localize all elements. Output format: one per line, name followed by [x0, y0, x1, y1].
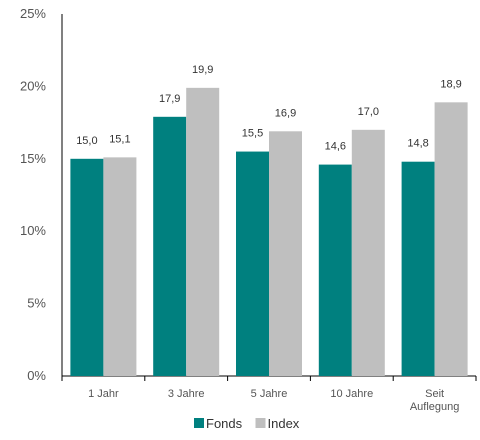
- bar-index: [103, 157, 137, 376]
- data-label: 17,0: [358, 106, 379, 118]
- data-label: 16,9: [275, 107, 296, 119]
- y-tick-label: 15%: [20, 151, 46, 166]
- bar-index: [269, 131, 302, 376]
- x-tick-label: 5 Jahre: [251, 388, 288, 400]
- data-label: 15,5: [242, 128, 263, 140]
- y-tick-label: 5%: [27, 296, 46, 311]
- data-label: 14,6: [325, 141, 346, 153]
- x-axis: 1 Jahr 3 Jahre 5 Jahre 10 Jahre SeitAuflegun…: [61, 375, 477, 413]
- data-labels: 15,0 17,9 15,5 14,6 14,8 15,1 19,9 16,9 17,0 18,9: [76, 64, 462, 153]
- x-tick-label: Seit: [425, 388, 444, 400]
- bar-fonds: [70, 158, 104, 376]
- bar-fonds: [153, 116, 187, 377]
- bar-index: [351, 129, 385, 376]
- data-label: 18,9: [440, 78, 461, 90]
- bar-index: [186, 87, 220, 377]
- bar-fonds: [401, 161, 435, 376]
- bar-fonds: [236, 151, 269, 376]
- x-tick-label: Auflegung: [410, 401, 460, 413]
- bar-fonds: [318, 164, 352, 376]
- legend-swatch-index: [255, 418, 266, 428]
- data-label: 19,9: [192, 64, 213, 76]
- data-label: 15,1: [109, 133, 130, 145]
- data-label: 17,9: [159, 93, 180, 105]
- legend: Fonds Index: [194, 416, 300, 431]
- y-axis: 0% 5% 10% 15% 20% 25%: [20, 6, 63, 383]
- y-tick-label: 25%: [20, 6, 46, 21]
- data-label: 15,0: [76, 135, 97, 147]
- x-tick-label: 1 Jahr: [88, 388, 119, 400]
- bars: [70, 87, 468, 377]
- y-tick-label: 0%: [27, 368, 46, 383]
- legend-swatch-fonds: [194, 418, 204, 428]
- legend-label-index: Index: [268, 416, 300, 431]
- legend-label-fonds: Fonds: [206, 416, 243, 431]
- data-label: 14,8: [407, 138, 428, 150]
- x-tick-label: 3 Jahre: [168, 388, 205, 400]
- y-tick-label: 10%: [20, 223, 46, 238]
- bar-index: [434, 102, 468, 376]
- x-tick-label: 10 Jahre: [330, 388, 373, 400]
- y-tick-label: 20%: [20, 78, 46, 93]
